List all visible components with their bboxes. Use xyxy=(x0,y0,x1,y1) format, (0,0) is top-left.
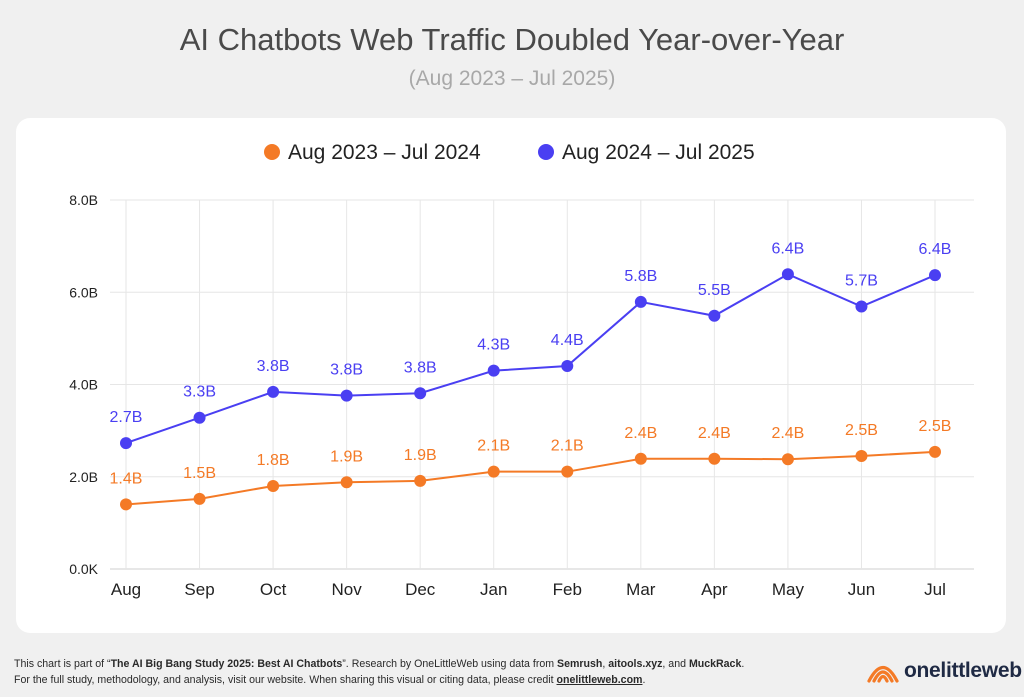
legend-marker xyxy=(264,144,280,160)
data-point xyxy=(781,268,794,281)
x-tick-label: May xyxy=(772,580,805,599)
data-point xyxy=(634,452,647,465)
data-label: 1.9B xyxy=(404,447,437,464)
onelittleweb-logo-icon xyxy=(867,665,899,683)
logo-text: onelittleweb xyxy=(904,659,1022,682)
data-label: 1.9B xyxy=(330,448,363,465)
source-semrush: Semrush xyxy=(557,658,603,670)
data-label: 3.8B xyxy=(330,362,363,379)
data-point xyxy=(267,479,280,492)
data-label: 2.7B xyxy=(110,409,143,426)
data-label: 2.1B xyxy=(477,438,510,455)
data-label: 2.4B xyxy=(698,425,731,442)
x-tick-label: Nov xyxy=(332,580,363,599)
data-point xyxy=(929,269,941,282)
series-line xyxy=(125,450,936,506)
data-point xyxy=(414,387,427,400)
x-tick-label: Dec xyxy=(405,580,436,599)
data-label: 1.4B xyxy=(110,470,143,487)
y-tick-label: 8.0B xyxy=(69,192,98,208)
chart-subtitle: (Aug 2023 – Jul 2025) xyxy=(408,67,616,90)
data-point xyxy=(708,452,721,465)
data-label: 3.8B xyxy=(404,359,437,376)
source-muckrack: MuckRack xyxy=(688,658,742,670)
data-point xyxy=(634,295,647,308)
data-point xyxy=(120,437,132,450)
data-point xyxy=(855,449,868,462)
source-aitools: aitools.xyz xyxy=(608,658,663,670)
legend-label: Aug 2024 – Jul 2025 xyxy=(562,141,755,164)
chart-title: AI Chatbots Web Traffic Doubled Year-ove… xyxy=(179,22,845,57)
data-label: 1.5B xyxy=(183,465,216,482)
data-label: 4.3B xyxy=(477,337,510,354)
x-tick-label: Jan xyxy=(480,580,507,599)
data-point xyxy=(414,474,427,487)
x-tick-label: Aug xyxy=(111,580,141,599)
data-label: 4.4B xyxy=(551,332,584,349)
y-tick-label: 4.0B xyxy=(69,377,98,393)
footer-line-1: This chart is part of “The AI Big Bang S… xyxy=(14,658,745,670)
data-point xyxy=(708,309,721,322)
footer-note: This chart is part of “The AI Big Bang S… xyxy=(14,656,824,688)
data-label: 1.8B xyxy=(257,452,290,469)
data-label: 2.5B xyxy=(919,418,952,435)
data-point xyxy=(267,385,280,398)
line-chart: 0.0K 2.0B 4.0B 6.0B 8.0B Aug Sep Oct Nov Dec Jan Fe… xyxy=(69,141,974,599)
y-tick-label: 0.0K xyxy=(69,561,98,577)
x-tick-label: Feb xyxy=(553,580,582,599)
website-link[interactable]: onelittleweb.com xyxy=(556,674,643,686)
legend-label: Aug 2023 – Jul 2024 xyxy=(288,141,481,164)
data-point xyxy=(120,498,132,511)
x-tick-label: Apr xyxy=(701,580,728,599)
x-tick-label: Mar xyxy=(626,580,656,599)
data-label: 5.7B xyxy=(845,273,878,290)
data-point xyxy=(193,411,206,424)
data-label: 6.4B xyxy=(919,241,952,258)
study-title: The AI Big Bang Study 2025: Best AI Chat… xyxy=(110,658,343,670)
x-tick-label: Jul xyxy=(924,580,946,599)
x-tick-label: Sep xyxy=(184,580,214,599)
data-label: 6.4B xyxy=(771,240,804,257)
data-point xyxy=(929,445,941,458)
y-tick-label: 2.0B xyxy=(69,469,98,485)
data-label: 2.5B xyxy=(845,422,878,439)
data-point xyxy=(340,389,353,402)
chart-card: 0.0K 2.0B 4.0B 6.0B 8.0B Aug Sep Oct Nov Dec Jan Fe… xyxy=(16,118,1006,633)
legend-marker xyxy=(538,144,554,160)
x-tick-label: Jun xyxy=(848,580,875,599)
data-point xyxy=(561,360,574,373)
data-label: 3.8B xyxy=(257,358,290,375)
data-point xyxy=(340,476,353,489)
series-line xyxy=(125,273,936,445)
data-point xyxy=(855,300,868,313)
brand-logo[interactable]: onelittleweb xyxy=(866,655,1022,687)
data-label: 5.8B xyxy=(624,268,657,285)
data-label: 2.4B xyxy=(771,425,804,442)
data-label: 5.5B xyxy=(698,282,731,299)
data-label: 2.1B xyxy=(551,438,584,455)
x-tick-label: Oct xyxy=(260,580,287,599)
data-point xyxy=(487,364,500,377)
data-point xyxy=(781,453,794,466)
footer-line-2: For the full study, methodology, and ana… xyxy=(14,674,646,686)
data-point xyxy=(561,465,574,478)
data-point xyxy=(487,465,500,478)
data-point xyxy=(193,492,206,505)
y-tick-label: 6.0B xyxy=(69,284,98,300)
data-label: 2.4B xyxy=(624,425,657,442)
data-label: 3.3B xyxy=(183,384,216,401)
